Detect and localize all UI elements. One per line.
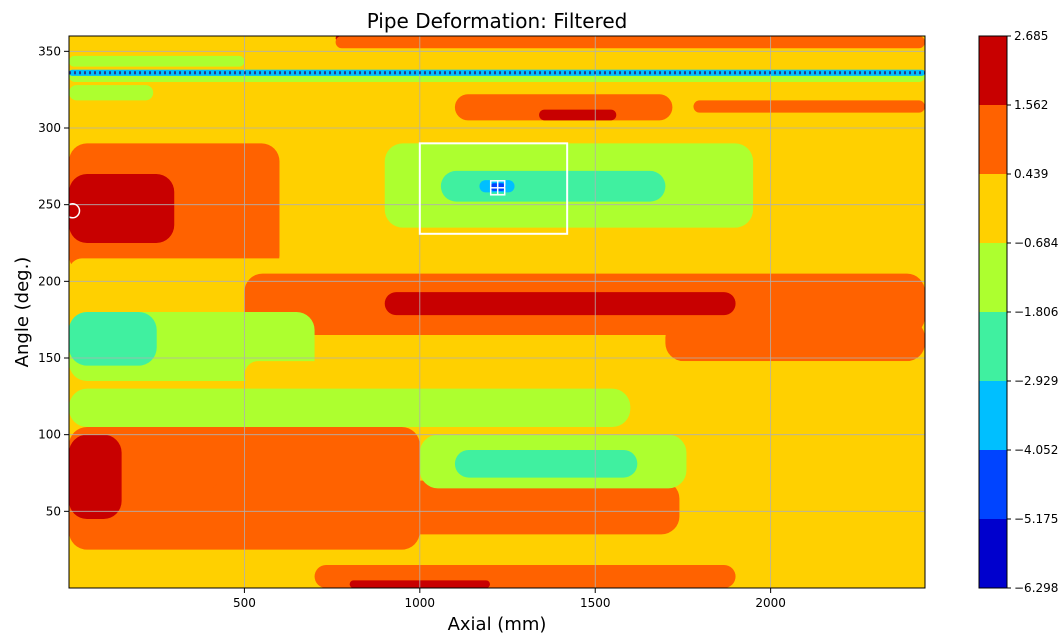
y-tick-label: 250 <box>38 198 61 212</box>
contour-region-8 <box>539 109 617 121</box>
y-tick-label: 300 <box>38 121 61 135</box>
contour-region-7 <box>454 94 673 121</box>
contour-region-23 <box>69 388 631 427</box>
contour-region-22 <box>244 361 925 389</box>
contour-region-25 <box>69 434 122 519</box>
y-axis-label: Angle (deg.) <box>12 257 33 368</box>
contour-region-11 <box>69 174 175 243</box>
colorbar-segment-3 <box>979 312 1007 381</box>
colorbar-segment-4 <box>979 243 1007 312</box>
contour-region-20 <box>69 312 157 366</box>
y-tick-label: 200 <box>38 274 61 288</box>
contour-region-18 <box>384 292 736 316</box>
plot-frame <box>68 35 926 589</box>
circle-marker[interactable] <box>66 203 81 219</box>
x-tick-label: 500 <box>233 596 256 610</box>
x-tick-label: 1500 <box>580 596 611 610</box>
contour-region-28 <box>454 450 638 478</box>
colorbar-tick-label: −5.175 <box>1014 512 1058 526</box>
colorbar-segment-0 <box>979 519 1007 588</box>
contour-region-29 <box>686 511 925 550</box>
contour-region-2 <box>335 36 925 49</box>
colorbar-tick-label: 1.562 <box>1014 98 1048 112</box>
y-tick-label: 100 <box>38 428 61 442</box>
colorbar-segment-7 <box>979 36 1007 105</box>
contour-region-6 <box>69 85 154 101</box>
colorbar-tick-label: −0.684 <box>1014 236 1058 250</box>
contour-region-5 <box>69 69 925 76</box>
colorbar-segment-1 <box>979 450 1007 519</box>
colorbar-segment-5 <box>979 174 1007 243</box>
colorbar-tick-label: 0.439 <box>1014 167 1048 181</box>
contour-region-9 <box>693 100 925 113</box>
colorbar-segment-6 <box>979 105 1007 174</box>
contour-region-21 <box>665 319 925 362</box>
heatmap-plot <box>66 36 925 588</box>
colorbar: −6.298 −5.175 −4.052 −2.929 −1.806 −0.684 0.43… <box>978 29 1058 595</box>
colorbar-tick-label: −4.052 <box>1014 443 1058 457</box>
contour-region-3 <box>69 55 245 67</box>
contour-region-13 <box>440 170 666 202</box>
colorbar-tick-label: −6.298 <box>1014 581 1058 595</box>
contour-region-26 <box>209 480 680 535</box>
y-tick-label: 150 <box>38 351 61 365</box>
selection-box[interactable] <box>418 142 569 235</box>
y-tick-label: 50 <box>46 504 61 518</box>
y-tick-label: 350 <box>38 44 61 58</box>
x-axis-label: Axial (mm) <box>448 614 547 635</box>
colorbar-tick-label: 2.685 <box>1014 29 1048 43</box>
colorbar-tick-label: −2.929 <box>1014 374 1058 388</box>
y-axis: 50 100 150 200 250 300 350 <box>38 44 69 518</box>
x-tick-label: 2000 <box>755 596 786 610</box>
colorbar-segment-2 <box>979 381 1007 450</box>
x-axis: 500 1000 1500 2000 <box>233 588 786 610</box>
x-tick-label: 1000 <box>405 596 436 610</box>
colorbar-tick-label: −1.806 <box>1014 305 1058 319</box>
chart-title: Pipe Deformation: Filtered <box>367 9 628 33</box>
